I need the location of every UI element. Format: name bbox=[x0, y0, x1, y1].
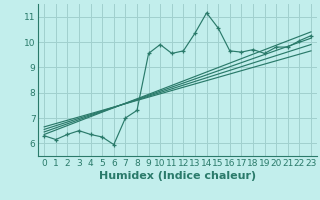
X-axis label: Humidex (Indice chaleur): Humidex (Indice chaleur) bbox=[99, 171, 256, 181]
